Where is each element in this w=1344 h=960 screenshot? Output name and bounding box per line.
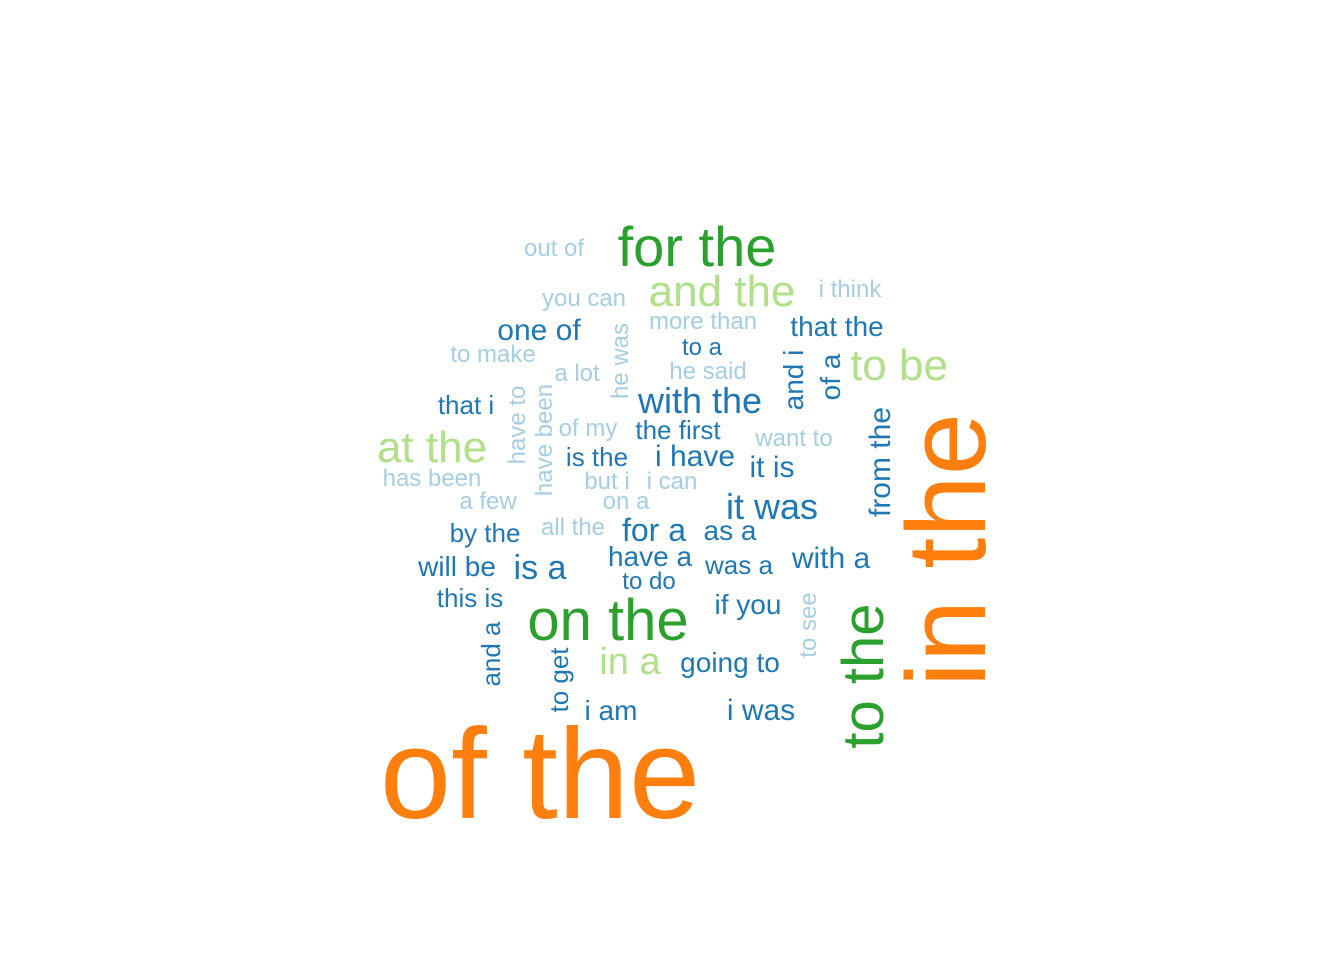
cloud-word: that the <box>790 311 883 342</box>
cloud-word: want to <box>754 425 832 452</box>
cloud-word: have to <box>504 386 531 465</box>
cloud-word: will be <box>417 551 496 582</box>
cloud-word: it is <box>750 451 795 484</box>
cloud-word: to make <box>450 341 535 368</box>
cloud-word: and the <box>649 267 796 316</box>
cloud-word: with the <box>637 380 762 421</box>
cloud-word: and i <box>778 350 809 411</box>
cloud-word: going to <box>680 647 780 678</box>
cloud-word: i was <box>727 694 795 727</box>
cloud-word: from the <box>864 407 897 517</box>
cloud-word: is the <box>566 442 628 472</box>
cloud-word: this is <box>437 583 503 613</box>
cloud-word: for a <box>622 512 686 548</box>
cloud-word: the first <box>635 415 721 445</box>
cloud-word: and a <box>476 621 506 687</box>
cloud-word: in the <box>884 413 1009 687</box>
cloud-word: with a <box>791 542 871 575</box>
cloud-word: you can <box>542 285 626 312</box>
cloud-word: is a <box>514 549 567 587</box>
cloud-word: more than <box>649 308 757 335</box>
cloud-word: at the <box>377 423 487 472</box>
cloud-word: to do <box>622 568 675 595</box>
cloud-word: a lot <box>554 360 600 387</box>
cloud-word: to the <box>831 603 896 748</box>
cloud-word: but i <box>584 468 629 495</box>
cloud-word: was a <box>704 550 773 580</box>
cloud-word: on the <box>527 588 688 653</box>
cloud-word: to be <box>850 341 948 390</box>
cloud-word: to a <box>682 334 723 361</box>
cloud-word: has been <box>383 465 482 492</box>
cloud-word: on a <box>603 488 650 515</box>
cloud-word: he said <box>669 358 746 385</box>
cloud-word: to get <box>544 647 574 713</box>
cloud-word: by the <box>450 518 521 548</box>
cloud-word: i think <box>819 276 883 303</box>
cloud-word: i am <box>585 695 638 726</box>
cloud-word: as a <box>704 515 757 546</box>
cloud-word: he was <box>607 323 634 399</box>
cloud-word: one of <box>497 314 581 347</box>
cloud-word: have a <box>608 541 692 572</box>
cloud-word: of a <box>815 353 846 400</box>
cloud-word: of the <box>380 703 700 846</box>
cloud-word: it was <box>726 486 818 527</box>
cloud-word: to see <box>795 592 822 657</box>
cloud-word: of my <box>559 415 618 442</box>
cloud-word: in a <box>599 641 661 683</box>
cloud-word: for the <box>618 215 777 278</box>
cloud-word: i can <box>647 468 698 495</box>
cloud-word: out of <box>524 235 584 262</box>
cloud-word: all the <box>541 514 605 541</box>
cloud-word: that i <box>438 390 494 420</box>
cloud-word: if you <box>715 589 782 620</box>
cloud-word: a few <box>459 488 517 515</box>
cloud-word: have been <box>531 384 558 496</box>
cloud-word: i have <box>655 440 735 473</box>
